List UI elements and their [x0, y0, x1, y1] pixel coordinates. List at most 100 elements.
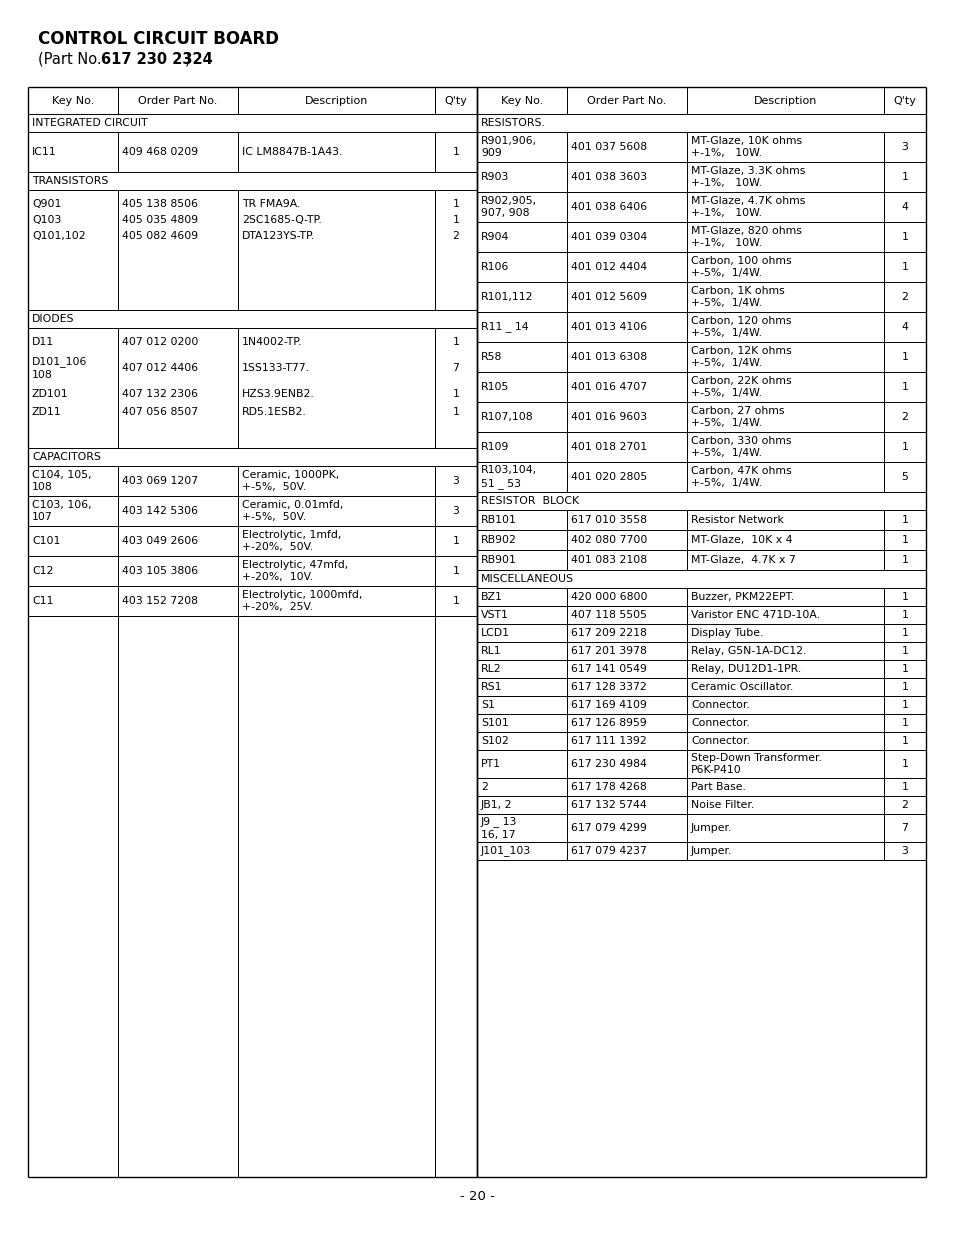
Text: 1: 1 [452, 199, 459, 209]
Text: Connector.: Connector. [690, 700, 749, 710]
Text: Connector.: Connector. [690, 718, 749, 727]
Text: DIODES: DIODES [32, 314, 74, 324]
Text: 3: 3 [452, 506, 459, 516]
Text: R901,906,
909: R901,906, 909 [480, 136, 537, 158]
Text: 2: 2 [901, 291, 907, 303]
Text: R103,104,
51 _ 53: R103,104, 51 _ 53 [480, 466, 537, 489]
Text: RESISTOR  BLOCK: RESISTOR BLOCK [480, 496, 578, 506]
Text: DTA123YS-TP.: DTA123YS-TP. [242, 231, 314, 241]
Text: 403 152 7208: 403 152 7208 [122, 597, 198, 606]
Text: 1: 1 [901, 646, 907, 656]
Text: 2: 2 [452, 231, 459, 241]
Text: 1: 1 [452, 215, 459, 225]
Text: BZ1: BZ1 [480, 592, 502, 601]
Text: Key No.: Key No. [500, 95, 542, 105]
Text: Display Tube.: Display Tube. [690, 629, 762, 638]
Text: 1: 1 [901, 718, 907, 727]
Text: 405 035 4809: 405 035 4809 [122, 215, 198, 225]
Text: 617 128 3372: 617 128 3372 [571, 682, 646, 692]
Text: 617 201 3978: 617 201 3978 [571, 646, 646, 656]
Text: 401 013 6308: 401 013 6308 [571, 352, 646, 362]
Text: 1: 1 [452, 337, 459, 347]
Text: 420 000 6800: 420 000 6800 [571, 592, 647, 601]
Text: CAPACITORS: CAPACITORS [32, 452, 101, 462]
Text: R106: R106 [480, 262, 509, 272]
Text: RESISTORS.: RESISTORS. [480, 119, 545, 128]
Text: RS1: RS1 [480, 682, 502, 692]
Text: Noise Filter.: Noise Filter. [690, 800, 754, 810]
Text: 1: 1 [901, 555, 907, 564]
Text: - 20 -: - 20 - [459, 1191, 494, 1203]
Text: 1: 1 [452, 408, 459, 417]
Text: Key No.: Key No. [51, 95, 94, 105]
Text: 2: 2 [901, 412, 907, 422]
Text: Carbon, 27 ohms
+-5%,  1/4W.: Carbon, 27 ohms +-5%, 1/4W. [690, 406, 783, 429]
Text: S1: S1 [480, 700, 495, 710]
Text: J101_103: J101_103 [480, 846, 531, 856]
Text: JB1, 2: JB1, 2 [480, 800, 512, 810]
Text: Carbon, 120 ohms
+-5%,  1/4W.: Carbon, 120 ohms +-5%, 1/4W. [690, 316, 791, 338]
Text: R58: R58 [480, 352, 502, 362]
Text: 1: 1 [452, 536, 459, 546]
Text: R109: R109 [480, 442, 509, 452]
Text: 1N4002-TP.: 1N4002-TP. [242, 337, 302, 347]
Text: 401 038 3603: 401 038 3603 [571, 172, 646, 182]
Text: Ceramic, 1000PK,
+-5%,  50V.: Ceramic, 1000PK, +-5%, 50V. [242, 469, 339, 493]
Text: HZS3.9ENB2.: HZS3.9ENB2. [242, 389, 314, 399]
Text: RL2: RL2 [480, 664, 501, 674]
Text: 5: 5 [901, 472, 907, 482]
Text: (Part No.: (Part No. [38, 52, 106, 67]
Text: 401 016 9603: 401 016 9603 [571, 412, 646, 422]
Text: 1: 1 [901, 736, 907, 746]
Text: Electrolytic, 1mfd,
+-20%,  50V.: Electrolytic, 1mfd, +-20%, 50V. [242, 530, 341, 552]
Text: 407 132 2306: 407 132 2306 [122, 389, 198, 399]
Text: Carbon, 22K ohms
+-5%,  1/4W.: Carbon, 22K ohms +-5%, 1/4W. [690, 375, 791, 398]
Text: 7: 7 [901, 823, 907, 832]
Text: 407 056 8507: 407 056 8507 [122, 408, 198, 417]
Text: 401 083 2108: 401 083 2108 [571, 555, 646, 564]
Text: 1: 1 [901, 232, 907, 242]
Text: S101: S101 [480, 718, 508, 727]
Text: Relay, DU12D1-1PR.: Relay, DU12D1-1PR. [690, 664, 801, 674]
Text: C104, 105,
108: C104, 105, 108 [32, 469, 91, 493]
Text: R903: R903 [480, 172, 509, 182]
Text: R902,905,
907, 908: R902,905, 907, 908 [480, 196, 537, 219]
Text: Carbon, 1K ohms
+-5%,  1/4W.: Carbon, 1K ohms +-5%, 1/4W. [690, 285, 784, 309]
Text: 3: 3 [901, 142, 907, 152]
Text: 401 012 4404: 401 012 4404 [571, 262, 646, 272]
Text: 403 142 5306: 403 142 5306 [122, 506, 198, 516]
Text: TRANSISTORS: TRANSISTORS [32, 177, 109, 186]
Text: Relay, G5N-1A-DC12.: Relay, G5N-1A-DC12. [690, 646, 805, 656]
Text: Jumper.: Jumper. [690, 846, 732, 856]
Text: Order Part No.: Order Part No. [138, 95, 217, 105]
Text: 617 111 1392: 617 111 1392 [571, 736, 646, 746]
Text: 403 069 1207: 403 069 1207 [122, 475, 198, 487]
Text: C11: C11 [32, 597, 53, 606]
Text: 617 132 5744: 617 132 5744 [571, 800, 646, 810]
Text: Q'ty: Q'ty [444, 95, 467, 105]
Text: 401 013 4106: 401 013 4106 [571, 322, 646, 332]
Text: 1: 1 [901, 172, 907, 182]
Text: Q101,102: Q101,102 [32, 231, 86, 241]
Text: 1: 1 [901, 352, 907, 362]
Text: 409 468 0209: 409 468 0209 [122, 147, 198, 157]
Text: MT-Glaze,  4.7K x 7: MT-Glaze, 4.7K x 7 [690, 555, 795, 564]
Text: Varistor ENC 471D-10A.: Varistor ENC 471D-10A. [690, 610, 820, 620]
Text: 617 079 4299: 617 079 4299 [571, 823, 646, 832]
Text: 403 049 2606: 403 049 2606 [122, 536, 198, 546]
Text: MT-Glaze,  10K x 4: MT-Glaze, 10K x 4 [690, 535, 792, 545]
Text: Description: Description [753, 95, 817, 105]
Text: 407 118 5505: 407 118 5505 [571, 610, 646, 620]
Text: 617 079 4237: 617 079 4237 [571, 846, 646, 856]
Text: Buzzer, PKM22EPT.: Buzzer, PKM22EPT. [690, 592, 794, 601]
Text: D11: D11 [32, 337, 54, 347]
Text: PT1: PT1 [480, 760, 500, 769]
Text: Description: Description [305, 95, 368, 105]
Text: Carbon, 100 ohms
+-5%,  1/4W.: Carbon, 100 ohms +-5%, 1/4W. [690, 256, 791, 278]
Text: 2SC1685-Q-TP.: 2SC1685-Q-TP. [242, 215, 321, 225]
Text: Q'ty: Q'ty [893, 95, 916, 105]
Text: 3: 3 [901, 846, 907, 856]
Text: TR FMA9A.: TR FMA9A. [242, 199, 300, 209]
Text: RB902: RB902 [480, 535, 517, 545]
Text: MISCELLANEOUS: MISCELLANEOUS [480, 574, 574, 584]
